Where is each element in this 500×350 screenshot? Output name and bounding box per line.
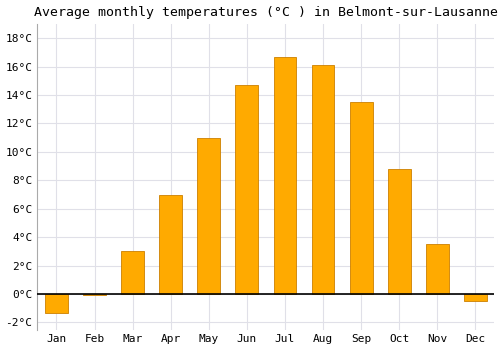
Bar — [312, 65, 334, 294]
Bar — [83, 294, 106, 295]
Bar — [198, 138, 220, 294]
Bar — [45, 294, 68, 313]
Bar — [160, 195, 182, 294]
Bar — [388, 169, 410, 294]
Bar — [121, 251, 144, 294]
Bar — [350, 102, 372, 294]
Bar — [464, 294, 487, 301]
Bar — [426, 244, 448, 294]
Bar — [236, 85, 258, 294]
Title: Average monthly temperatures (°C ) in Belmont-sur-Lausanne: Average monthly temperatures (°C ) in Be… — [34, 6, 498, 19]
Bar — [274, 57, 296, 294]
